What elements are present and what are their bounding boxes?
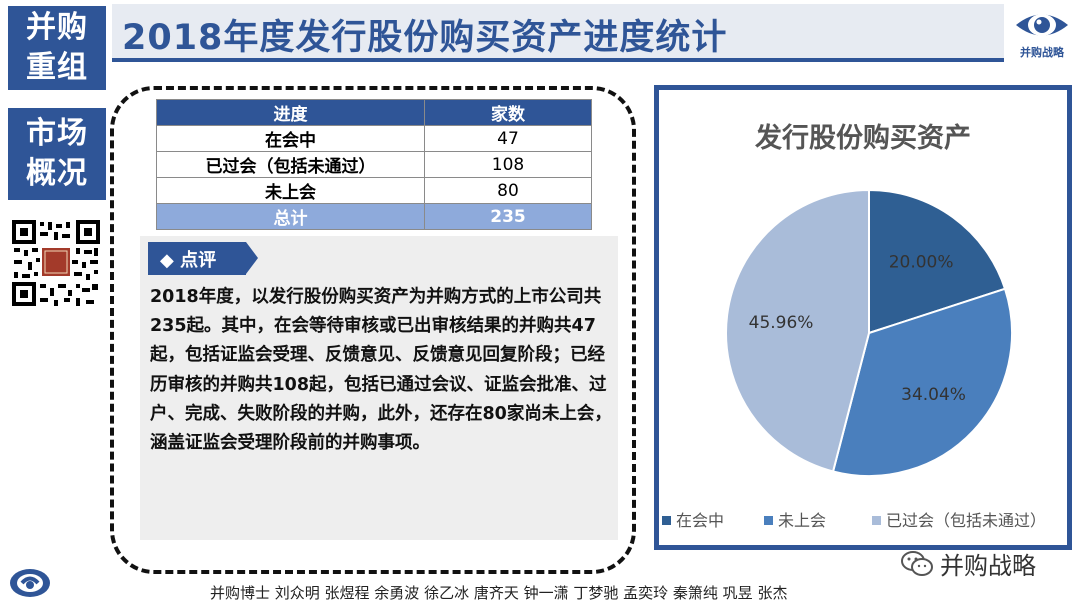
comment-text: 2018年度，以发行股份购买资产为并购方式的上市公司共235起。其中，在会等待审… [150, 287, 612, 454]
legend-item-2: 已过会（包括未通过） [872, 511, 1046, 530]
authors-line: 并购博士 刘众明 张煜程 余勇波 徐乙冰 唐齐天 钟一潇 丁梦驰 孟奕玲 秦箫纯… [210, 584, 788, 602]
legend-swatch-2 [872, 516, 881, 525]
chart-title: 发行股份购买资产 [754, 122, 971, 154]
brand-logo: 并购战略 [1010, 8, 1074, 64]
pie-slice-2 [725, 188, 870, 473]
table-cell-value: 80 [424, 177, 592, 204]
table-cell-label: 在会中 [156, 125, 425, 152]
pie-data-label-1: 34.04% [901, 385, 966, 405]
table-row: 已过会（包括未通过） 108 [156, 151, 592, 178]
legend-swatch-0 [662, 516, 671, 525]
legend-swatch-1 [764, 516, 773, 525]
footer-logo-icon [10, 569, 50, 597]
table-total-value: 235 [424, 203, 592, 230]
nav-section-merger[interactable]: 并购 重组 [8, 6, 106, 90]
table-row: 在会中 47 [156, 125, 592, 152]
qr-code-icon [10, 218, 102, 308]
table-cell-value: 108 [424, 151, 592, 178]
table-row: 未上会 80 [156, 177, 592, 204]
pie-data-label-2: 45.96% [749, 313, 814, 333]
nav-section-merger-line2: 重组 [26, 50, 88, 85]
content-frame [110, 86, 636, 574]
legend-label-1: 未上会 [778, 511, 826, 530]
comment-tag: ◆ 点评 [148, 242, 246, 275]
wechat-icon [901, 550, 933, 576]
table-cell-value: 47 [424, 125, 592, 152]
nav-section-market-line1: 市场 [26, 116, 88, 151]
legend-label-2: 已过会（包括未通过） [886, 511, 1046, 530]
nav-section-market-line2: 概况 [26, 156, 88, 191]
legend-item-0: 在会中 [662, 511, 724, 530]
comment-tag-arrow [246, 242, 258, 274]
nav-section-market[interactable]: 市场 概况 [8, 108, 106, 200]
pie-data-label-0: 20.00% [889, 252, 954, 272]
page-title: 2018年度发行股份购买资产进度统计 [122, 18, 728, 58]
comment-box [140, 236, 618, 540]
table-total-row: 总计 235 [156, 203, 592, 230]
table-total-label: 总计 [156, 203, 425, 230]
progress-table: 进度 家数 在会中 47 已过会（包括未通过） 108 未上会 80 总计 23… [156, 99, 592, 230]
pie-chart: 发行股份购买资产 20.00% 34.04% 45.96% 在会中 未上会 已过会（包括… [662, 122, 1046, 530]
table-cell-label: 已过会（包括未通过） [156, 151, 425, 178]
wechat-account[interactable]: 并购战略 [900, 546, 1036, 581]
table-cell-label: 未上会 [156, 177, 425, 204]
table-header-progress: 进度 [156, 99, 425, 126]
pie-slice-1 [831, 287, 1013, 477]
nav-section-merger-line1: 并购 [26, 10, 88, 45]
table-header-count: 家数 [424, 99, 592, 126]
legend-item-1: 未上会 [764, 511, 826, 530]
eye-logo-icon [1016, 14, 1068, 36]
brand-logo-text: 并购战略 [1020, 46, 1064, 59]
table-header-row: 进度 家数 [156, 99, 592, 126]
legend-label-0: 在会中 [676, 511, 724, 530]
wechat-label: 并购战略 [940, 552, 1036, 580]
pie-slice-0 [868, 188, 1007, 335]
title-bar [112, 4, 1004, 62]
